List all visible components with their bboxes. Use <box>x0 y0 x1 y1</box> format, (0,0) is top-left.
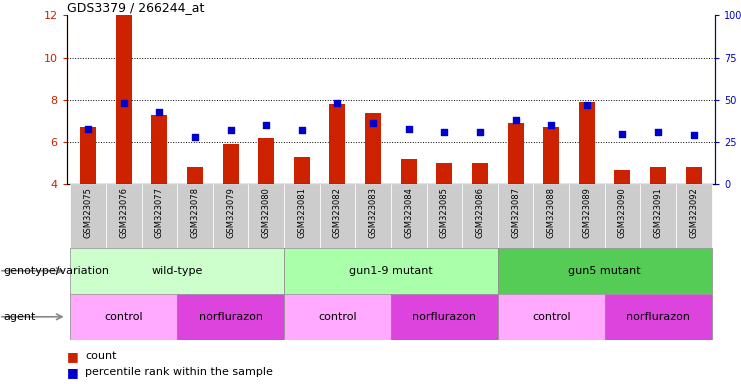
Text: genotype/variation: genotype/variation <box>4 266 110 276</box>
Bar <box>284 294 391 340</box>
Point <box>581 102 593 108</box>
Point <box>439 129 451 135</box>
Bar <box>293 157 310 184</box>
Bar <box>213 184 248 248</box>
Point <box>82 126 94 132</box>
Bar <box>177 184 213 248</box>
Point <box>474 129 486 135</box>
Text: GSM323089: GSM323089 <box>582 187 591 238</box>
Bar <box>258 138 274 184</box>
Text: GSM323080: GSM323080 <box>262 187 270 238</box>
Bar <box>116 15 132 184</box>
Text: GSM323077: GSM323077 <box>155 187 164 238</box>
Text: agent: agent <box>4 312 36 322</box>
Point <box>510 117 522 123</box>
Point <box>296 127 308 133</box>
Text: GSM323075: GSM323075 <box>84 187 93 238</box>
Text: GSM323087: GSM323087 <box>511 187 520 238</box>
Bar <box>498 294 605 340</box>
Bar <box>472 163 488 184</box>
Bar <box>498 248 711 294</box>
Bar <box>80 127 96 184</box>
Text: GSM323088: GSM323088 <box>547 187 556 238</box>
Text: norflurazon: norflurazon <box>412 312 476 322</box>
Text: GDS3379 / 266244_at: GDS3379 / 266244_at <box>67 1 204 14</box>
Bar <box>498 184 534 248</box>
Point <box>153 109 165 115</box>
Bar <box>248 184 284 248</box>
Text: GSM323076: GSM323076 <box>119 187 128 238</box>
Text: gun1-9 mutant: gun1-9 mutant <box>349 266 433 276</box>
Bar <box>427 184 462 248</box>
Bar <box>70 294 177 340</box>
Bar <box>70 248 284 294</box>
Text: GSM323092: GSM323092 <box>689 187 698 238</box>
Text: wild-type: wild-type <box>151 266 203 276</box>
Text: percentile rank within the sample: percentile rank within the sample <box>85 367 273 377</box>
Bar <box>187 167 203 184</box>
Text: GSM323086: GSM323086 <box>476 187 485 238</box>
Text: GSM323079: GSM323079 <box>226 187 235 238</box>
Point <box>688 132 700 138</box>
Text: ■: ■ <box>67 366 79 379</box>
Text: control: control <box>104 312 143 322</box>
Bar <box>640 184 676 248</box>
Bar <box>401 159 416 184</box>
Point <box>652 129 664 135</box>
Point <box>225 127 236 133</box>
Bar <box>142 184 177 248</box>
Bar <box>543 127 559 184</box>
Text: GSM323091: GSM323091 <box>654 187 662 238</box>
Text: ■: ■ <box>67 350 79 363</box>
Bar <box>569 184 605 248</box>
Bar <box>330 104 345 184</box>
Text: GSM323082: GSM323082 <box>333 187 342 238</box>
Bar <box>391 294 498 340</box>
Text: GSM323083: GSM323083 <box>368 187 378 238</box>
Bar <box>605 294 711 340</box>
Text: norflurazon: norflurazon <box>199 312 262 322</box>
Bar <box>508 123 524 184</box>
Text: count: count <box>85 351 117 361</box>
Bar <box>222 144 239 184</box>
Point <box>367 121 379 127</box>
Bar <box>177 294 284 340</box>
Bar <box>650 167 666 184</box>
Bar <box>284 184 319 248</box>
Text: control: control <box>318 312 356 322</box>
Bar <box>106 184 142 248</box>
Text: GSM323081: GSM323081 <box>297 187 306 238</box>
Text: GSM323078: GSM323078 <box>190 187 199 238</box>
Bar <box>614 170 631 184</box>
Text: GSM323085: GSM323085 <box>440 187 449 238</box>
Bar <box>685 167 702 184</box>
Bar <box>676 184 711 248</box>
Bar <box>284 248 498 294</box>
Point <box>260 122 272 128</box>
Bar <box>70 184 106 248</box>
Text: gun5 mutant: gun5 mutant <box>568 266 641 276</box>
Bar <box>462 184 498 248</box>
Bar <box>365 113 381 184</box>
Bar <box>436 163 452 184</box>
Point <box>545 122 557 128</box>
Text: GSM323090: GSM323090 <box>618 187 627 238</box>
Point <box>189 134 201 140</box>
Bar <box>605 184 640 248</box>
Bar <box>319 184 355 248</box>
Text: norflurazon: norflurazon <box>626 312 690 322</box>
Point <box>118 100 130 106</box>
Text: control: control <box>532 312 571 322</box>
Point <box>331 100 343 106</box>
Bar <box>534 184 569 248</box>
Bar <box>391 184 427 248</box>
Text: GSM323084: GSM323084 <box>404 187 413 238</box>
Point <box>617 131 628 137</box>
Bar <box>151 115 167 184</box>
Point <box>403 126 415 132</box>
Bar <box>579 102 595 184</box>
Bar <box>355 184 391 248</box>
